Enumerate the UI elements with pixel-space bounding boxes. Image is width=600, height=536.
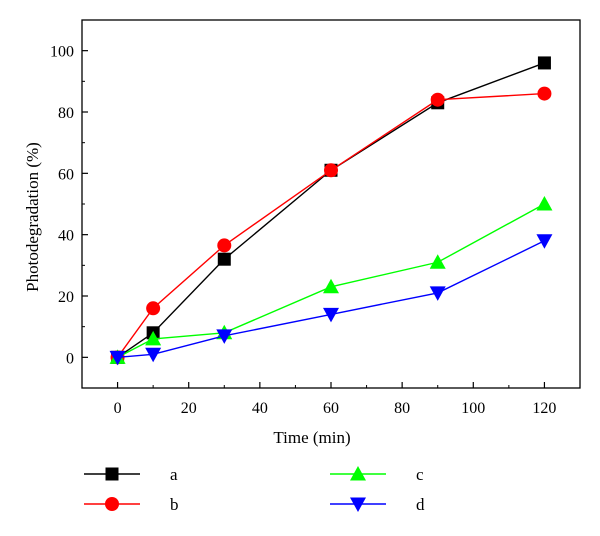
series-d-point	[536, 234, 553, 249]
series-d-point	[323, 307, 339, 323]
legend-marker	[105, 467, 119, 481]
y-tick-label: 20	[58, 289, 74, 306]
legend-item-d: d	[330, 495, 425, 514]
x-tick-label: 20	[181, 400, 197, 417]
legend-label: b	[170, 495, 179, 514]
series-b-point	[537, 86, 552, 101]
series-c-point	[323, 278, 339, 294]
series-b-line	[117, 92, 545, 358]
x-tick-label: 60	[323, 400, 339, 417]
series-a-point	[217, 252, 231, 266]
legend-label: a	[170, 465, 178, 484]
legend-item-a: a	[84, 465, 178, 484]
series-b	[110, 86, 552, 365]
legend-marker	[350, 466, 366, 481]
y-tick-label: 40	[58, 228, 74, 245]
legend: ab cd	[84, 465, 425, 514]
y-axis-title: Photodegradation (%)	[23, 142, 42, 292]
series-d	[109, 234, 553, 366]
series-c-point	[536, 196, 553, 211]
y-tick-label: 0	[66, 350, 74, 367]
x-tick-label: 100	[461, 400, 485, 417]
y-tick-label: 100	[50, 44, 74, 61]
legend-item-b: b	[84, 495, 179, 514]
x-tick-label: 80	[394, 400, 410, 417]
series-c-point	[429, 254, 446, 269]
series-b-point	[217, 238, 232, 253]
y-tick-label: 80	[58, 105, 74, 122]
series-c-point	[145, 330, 162, 346]
legend-marker	[105, 497, 119, 511]
x-tick-label: 0	[114, 400, 122, 417]
series-b-point	[430, 92, 445, 107]
series-b-point	[324, 163, 338, 178]
series-d-point	[109, 350, 126, 366]
x-tick-label: 40	[252, 400, 268, 417]
series-d-line	[117, 240, 545, 359]
x-axis-title: Time (min)	[273, 428, 350, 447]
series-d-point	[216, 329, 233, 344]
series-c	[109, 196, 553, 364]
legend-label: d	[416, 495, 425, 514]
legend-item-c: c	[330, 465, 424, 484]
legend-label: c	[416, 465, 424, 484]
series-d-point	[429, 286, 446, 301]
x-tick-label: 120	[532, 400, 556, 417]
series-d-point	[145, 347, 162, 363]
y-tick-label: 60	[58, 166, 74, 183]
series-b-point	[146, 301, 161, 316]
series-a-point	[537, 56, 551, 70]
legend-marker	[350, 497, 366, 512]
